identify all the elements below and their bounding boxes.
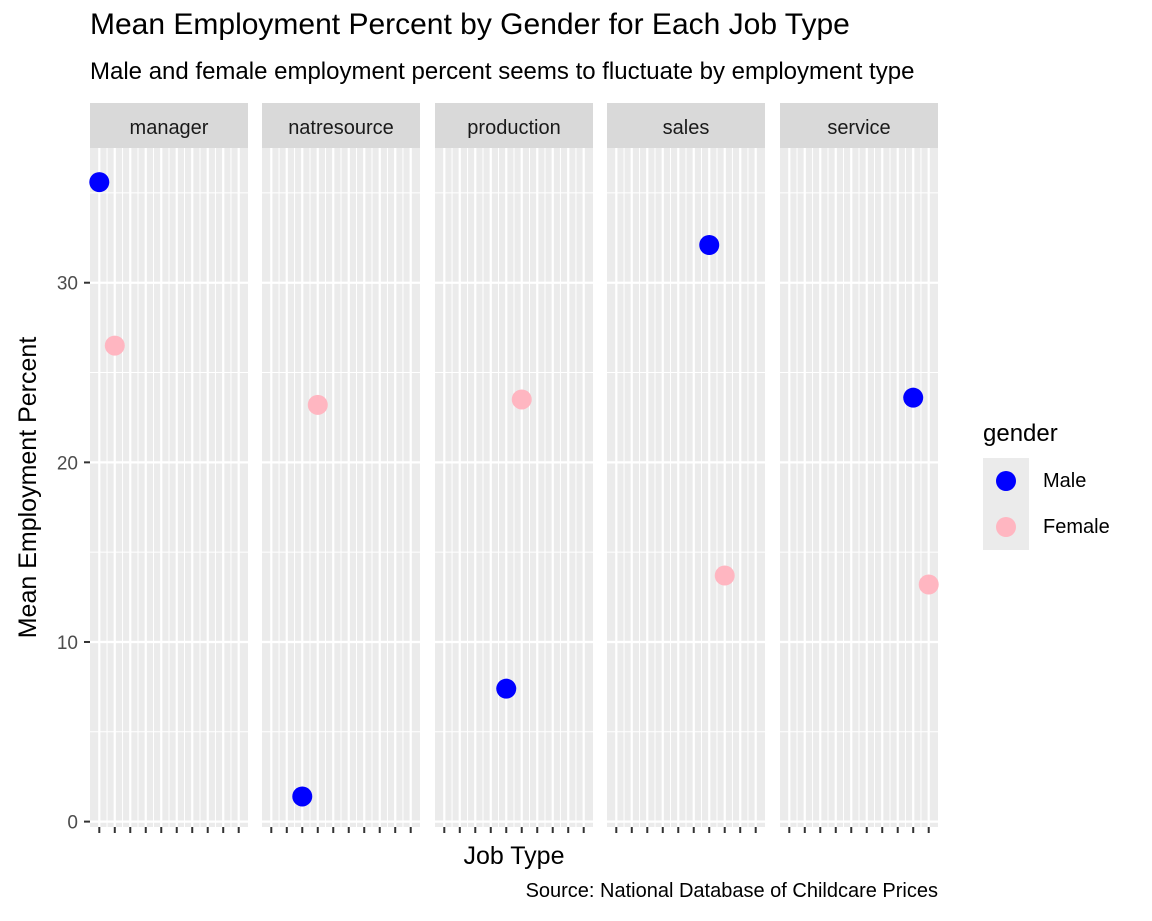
- legend-key-female: [983, 504, 1029, 550]
- legend-keys: Male Female: [983, 458, 1110, 550]
- data-point-male-production: [496, 678, 517, 699]
- facet-strip-sales: [607, 103, 765, 148]
- facet-strip-service: [780, 103, 938, 148]
- data-point-male-natresource: [292, 786, 313, 807]
- facet-label-manager: manager: [130, 117, 209, 139]
- chart-subtitle: Male and female employment percent seems…: [90, 58, 915, 85]
- data-point-female-sales: [714, 565, 735, 586]
- legend-label-female: Female: [1043, 515, 1110, 538]
- data-point-male-sales: [699, 235, 720, 255]
- y-axis-title: Mean Employment Percent: [14, 337, 42, 639]
- facet-strip-production: [435, 103, 593, 148]
- legend-entry-male: Male: [983, 458, 1086, 504]
- data-point-female-manager: [104, 335, 125, 356]
- legend-title: gender: [983, 420, 1058, 447]
- legend-label-male: Male: [1043, 469, 1087, 492]
- legend-entry-female: Female: [983, 504, 1110, 550]
- data-point-female-service: [918, 574, 939, 595]
- facet-label-sales: sales: [663, 117, 710, 139]
- data-point-female-natresource: [307, 394, 328, 415]
- facet-label-service: service: [827, 117, 890, 139]
- data-point-male-service: [903, 387, 924, 408]
- chart-title: Mean Employment Percent by Gender for Ea…: [90, 8, 850, 41]
- facet-label-production: production: [467, 117, 560, 139]
- x-axis-title: Job Type: [463, 842, 564, 870]
- legend: gender Male Female: [983, 420, 1110, 550]
- y-tick-label: 0: [67, 813, 78, 834]
- legend-dot-female-icon: [996, 517, 1016, 537]
- legend-key-male: [983, 458, 1029, 504]
- data-point-female-production: [511, 389, 532, 410]
- facet-strip-manager: [90, 103, 248, 148]
- y-tick-label: 30: [57, 274, 78, 295]
- data-point-male-manager: [89, 172, 110, 193]
- y-tick-label: 10: [57, 633, 78, 654]
- chart-caption: Source: National Database of Childcare P…: [525, 880, 938, 902]
- facet-label-natresource: natresource: [288, 117, 394, 139]
- y-tick-label: 20: [57, 453, 78, 474]
- legend-dot-male-icon: [996, 471, 1016, 491]
- facet-strip-natresource: [262, 103, 420, 148]
